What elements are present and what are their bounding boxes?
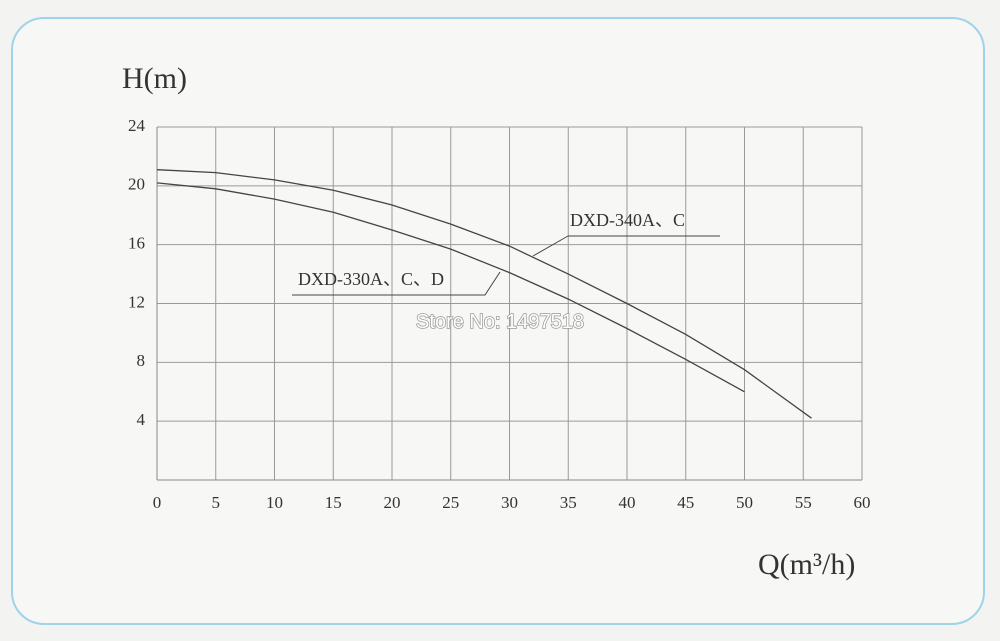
x-tick-label: 55: [795, 493, 812, 512]
x-tick-label: 10: [266, 493, 283, 512]
x-tick-label: 15: [325, 493, 342, 512]
series-line: [156, 169, 812, 419]
x-tick-label: 30: [501, 493, 518, 512]
x-tick-label: 45: [677, 493, 694, 512]
y-tick-label: 24: [128, 116, 146, 135]
series-label: DXD-340A、C: [570, 210, 685, 230]
x-tick-label: 35: [560, 493, 577, 512]
watermark: Store No: 1497518: [416, 311, 584, 333]
x-tick-label: 0: [153, 493, 162, 512]
annotation-leader: [532, 235, 569, 257]
frame: [11, 17, 985, 625]
y-tick-label: 20: [128, 175, 145, 194]
x-axis-title: Q(m³/h): [758, 548, 855, 581]
series-label: DXD-330A、C、D: [298, 269, 444, 289]
x-tick-label: 20: [384, 493, 401, 512]
series-line: [156, 182, 745, 393]
y-axis-title: H(m): [122, 62, 187, 95]
y-tick-label: 4: [137, 410, 146, 429]
x-tick-label: 40: [619, 493, 636, 512]
y-tick-label: 12: [128, 292, 145, 311]
y-tick-label: 16: [128, 234, 145, 253]
annotation-leader: [292, 271, 501, 296]
x-tick-label: 5: [212, 493, 221, 512]
x-tick-label: 50: [736, 493, 753, 512]
y-tick-label: 8: [137, 351, 146, 370]
x-tick-label: 60: [854, 493, 871, 512]
x-tick-label: 25: [442, 493, 459, 512]
